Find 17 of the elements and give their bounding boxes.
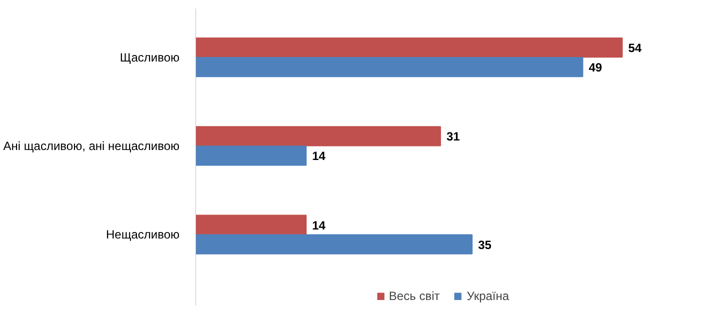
data-label: 14 <box>312 218 326 232</box>
data-label: 49 <box>588 60 602 75</box>
bar <box>196 37 623 58</box>
data-label: 31 <box>446 130 460 144</box>
legend-label: Весь світ <box>388 289 440 303</box>
bar <box>196 126 441 146</box>
bar <box>196 56 584 78</box>
bar <box>196 146 307 166</box>
data-label: 14 <box>312 149 326 164</box>
data-label: 35 <box>478 238 492 252</box>
y-tick-label: Ані щасливою, ані нещасливою <box>3 138 180 153</box>
data-label: 54 <box>628 41 642 56</box>
y-tick-label: Щасливою <box>120 50 180 64</box>
bar <box>196 234 473 254</box>
legend-label: Україна <box>466 289 510 303</box>
bar <box>196 214 307 235</box>
y-tick-label: Нещасливою <box>106 228 180 242</box>
